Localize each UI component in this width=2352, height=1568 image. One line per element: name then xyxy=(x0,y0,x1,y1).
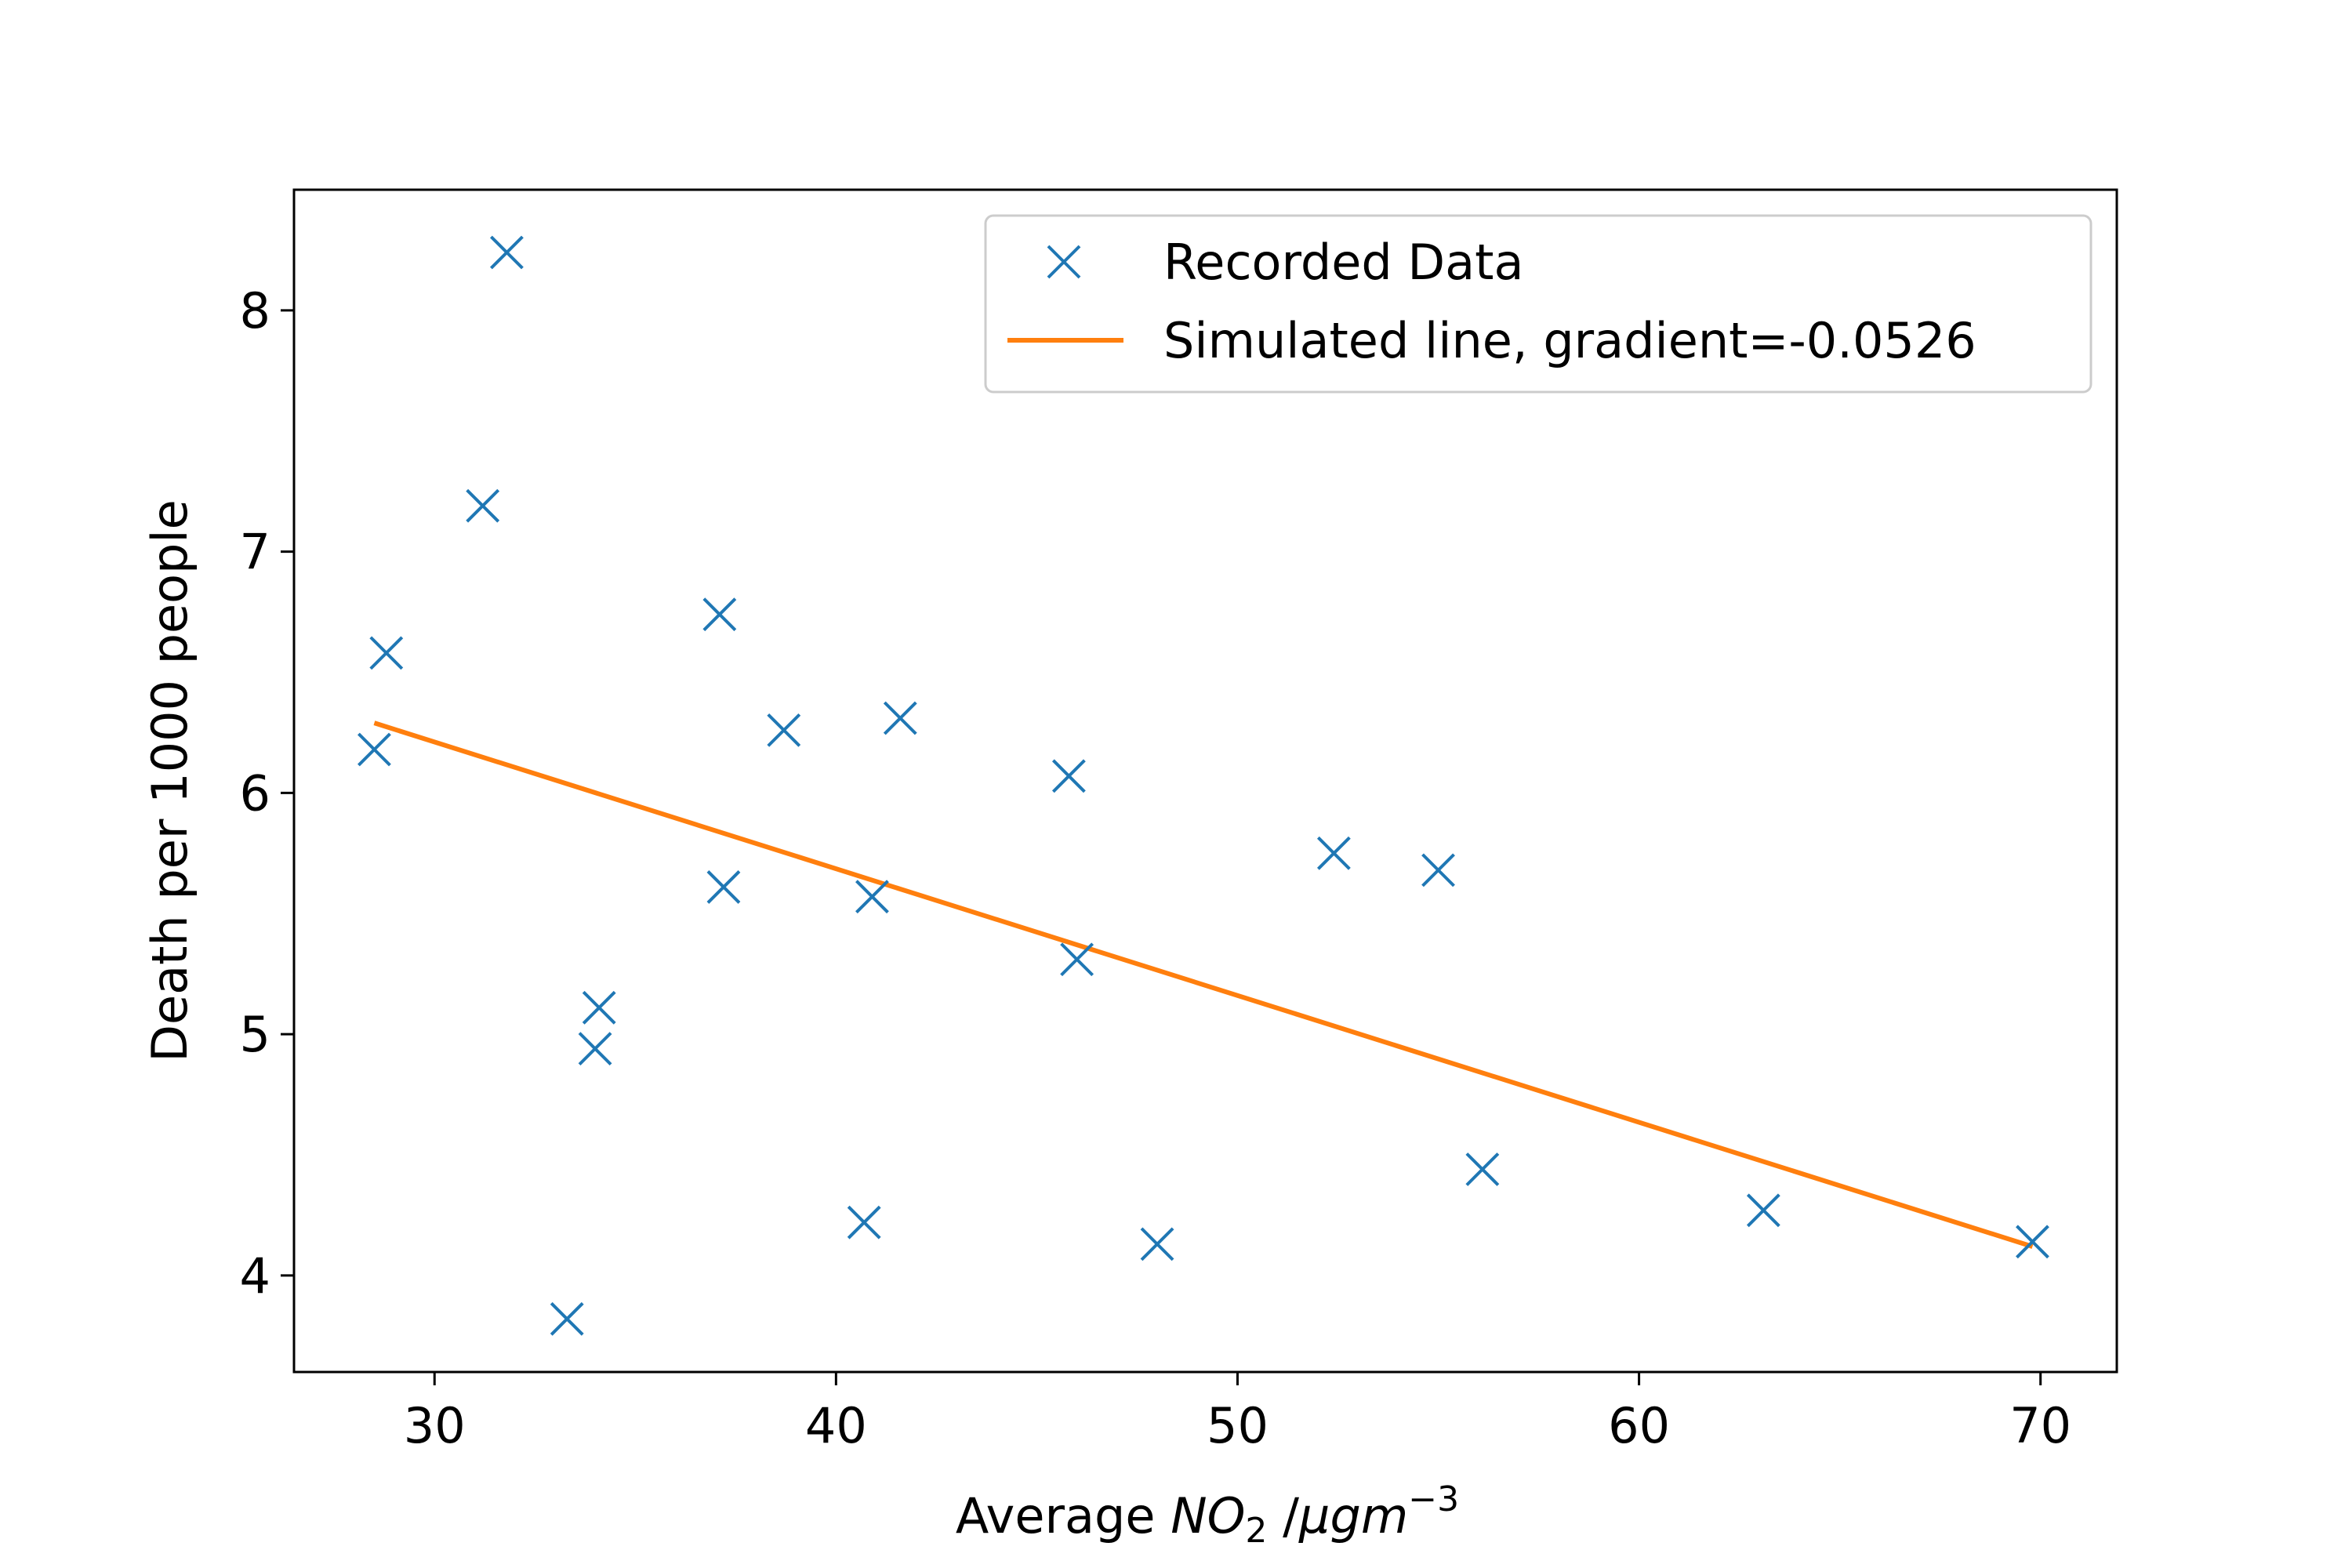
x-tick-label: 60 xyxy=(1608,1397,1670,1454)
data-point-marker xyxy=(883,701,917,735)
x-tick-label: 70 xyxy=(2009,1397,2071,1454)
data-point-marker xyxy=(582,990,616,1025)
simulated-line xyxy=(373,720,2034,1249)
data-point-marker xyxy=(1140,1227,1174,1261)
marker-stroke xyxy=(767,713,801,747)
data-point-marker xyxy=(490,235,524,270)
marker-stroke xyxy=(702,597,737,632)
legend-marker-recorded xyxy=(1047,245,1081,279)
x-label-unit: μgm xyxy=(1298,1487,1408,1544)
x-tick-label: 40 xyxy=(805,1397,867,1454)
x-tick-label: 50 xyxy=(1207,1397,1269,1454)
x-label-separator: / xyxy=(1267,1487,1299,1544)
data-point-marker xyxy=(1051,759,1086,793)
data-point-marker xyxy=(767,713,801,747)
data-point-marker xyxy=(550,1301,584,1336)
y-tick-label: 4 xyxy=(240,1247,270,1305)
data-point-marker xyxy=(2016,1225,2049,1259)
x-label-prefix: Average xyxy=(956,1487,1171,1544)
x-label-subscript: 2 xyxy=(1245,1511,1267,1551)
data-point-marker xyxy=(847,1205,881,1240)
x-axis-ticks: 30 40 50 60 70 xyxy=(404,1372,2071,1454)
data-point-marker xyxy=(1465,1152,1500,1186)
x-label-main: NO xyxy=(1171,1487,1245,1544)
data-point-marker xyxy=(1421,853,1455,887)
data-point-marker xyxy=(855,880,889,914)
marker-layer xyxy=(358,235,2049,1336)
legend: Recorded Data Simulated line, gradient=-… xyxy=(984,214,2092,394)
y-axis-label: Death per 1000 people xyxy=(141,499,198,1062)
marker-stroke xyxy=(466,488,500,523)
data-point-marker xyxy=(1746,1193,1780,1228)
marker-stroke xyxy=(706,869,741,904)
y-tick-label: 5 xyxy=(240,1006,270,1063)
marker-stroke xyxy=(1465,1152,1500,1186)
marker-stroke xyxy=(1060,942,1094,977)
data-point-marker xyxy=(702,597,737,632)
line-layer xyxy=(373,720,2034,1249)
marker-stroke xyxy=(855,880,889,914)
marker-stroke xyxy=(550,1301,584,1336)
data-point-marker xyxy=(369,636,404,670)
marker-stroke xyxy=(369,636,404,670)
data-point-marker xyxy=(466,488,500,523)
legend-label-simulated: Simulated line, gradient=-0.0526 xyxy=(1163,312,1976,369)
marker-stroke xyxy=(578,1032,612,1066)
x-label-superscript: −3 xyxy=(1408,1479,1459,1519)
y-tick-label: 7 xyxy=(240,524,270,581)
marker-stroke xyxy=(1746,1193,1780,1228)
marker-stroke xyxy=(847,1205,881,1240)
data-point-marker xyxy=(358,732,391,767)
legend-marker-stroke xyxy=(1047,245,1081,279)
plot-frame xyxy=(292,188,2118,1374)
legend-box xyxy=(984,214,2092,394)
marker-stroke xyxy=(1421,853,1455,887)
marker-stroke xyxy=(582,990,616,1025)
x-axis-label: Average NO2 /μgm−3 xyxy=(956,1479,1459,1551)
x-tick-label: 30 xyxy=(404,1397,466,1454)
data-point-marker xyxy=(578,1032,612,1066)
y-axis-ticks: 4 5 6 7 8 xyxy=(240,282,294,1305)
marker-stroke xyxy=(2016,1225,2049,1259)
marker-stroke xyxy=(1051,759,1086,793)
legend-label-recorded: Recorded Data xyxy=(1163,234,1523,291)
marker-stroke xyxy=(1316,836,1351,870)
marker-stroke xyxy=(1140,1227,1174,1261)
data-point-marker xyxy=(706,869,741,904)
marker-stroke xyxy=(358,732,391,767)
data-point-marker xyxy=(1060,942,1094,977)
marker-stroke xyxy=(490,235,524,270)
y-tick-label: 6 xyxy=(240,764,270,822)
y-tick-label: 8 xyxy=(240,282,270,339)
data-point-marker xyxy=(1316,836,1351,870)
marker-stroke xyxy=(883,701,917,735)
